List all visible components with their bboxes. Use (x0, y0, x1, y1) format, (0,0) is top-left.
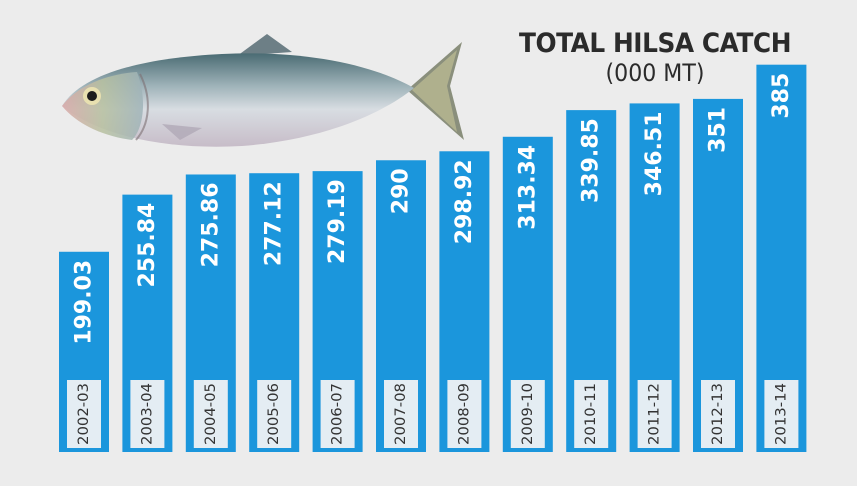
value-label: 339.85 (579, 118, 604, 203)
value-label: 313.34 (515, 145, 540, 230)
value-label: 277.12 (262, 181, 287, 266)
category-label: 2011-12 (647, 383, 663, 445)
category-label: 2009-10 (520, 383, 536, 445)
category-label-box (637, 380, 672, 448)
value-label: 275.86 (198, 182, 223, 267)
title-block: TOTAL HILSA CATCH (000 MT) (470, 28, 840, 87)
value-label: 351 (706, 107, 731, 153)
category-label: 2010-11 (583, 383, 599, 445)
category-label: 2002-03 (76, 383, 92, 445)
value-label: 290 (389, 168, 414, 214)
category-label: 2013-14 (773, 383, 789, 445)
category-label-box (764, 380, 799, 448)
value-label: 255.84 (135, 203, 160, 288)
category-label-box (320, 380, 355, 448)
category-label-box (701, 380, 735, 448)
category-label-box (67, 380, 101, 448)
value-label: 279.19 (325, 179, 350, 264)
category-label-box (257, 380, 292, 448)
category-label: 2008-09 (456, 383, 472, 445)
hilsa-fish-icon (62, 34, 464, 147)
value-label: 385 (769, 73, 794, 119)
chart-subtitle: (000 MT) (605, 59, 705, 87)
value-label: 298.92 (452, 159, 477, 244)
category-label-box (574, 380, 609, 448)
category-label-box (447, 380, 482, 448)
category-label-box (510, 380, 545, 448)
chart-title: TOTAL HILSA CATCH (518, 28, 792, 59)
value-label: 199.03 (72, 260, 97, 345)
category-label: 2007-08 (393, 383, 409, 445)
category-label-box (193, 380, 228, 448)
category-label-box (384, 380, 418, 448)
category-label: 2003-04 (139, 383, 155, 445)
category-label-box (130, 380, 165, 448)
category-label: 2004-05 (203, 383, 219, 445)
category-label: 2005-06 (266, 383, 282, 445)
value-label: 346.51 (642, 111, 667, 196)
category-label: 2006-07 (330, 383, 346, 445)
category-label: 2012-13 (710, 383, 726, 445)
